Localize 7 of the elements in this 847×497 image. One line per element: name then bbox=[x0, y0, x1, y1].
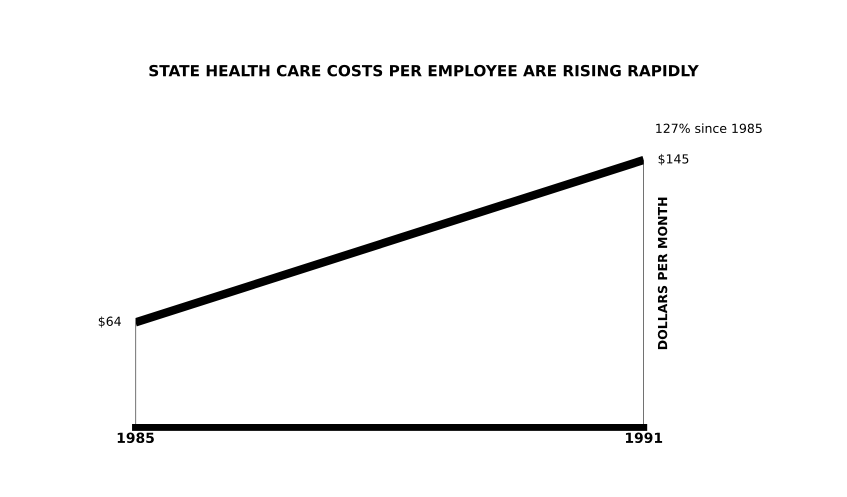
annotation: 127% since 1985 bbox=[656, 123, 762, 134]
data-label: $64 bbox=[98, 316, 121, 328]
chart-title: STATE HEALTH CARE COSTS PER EMPLOYEE ARE RISING RAPIDLY bbox=[149, 64, 699, 76]
data-label: $145 bbox=[658, 154, 688, 166]
x-tick-label: 1985 bbox=[118, 432, 154, 444]
y-axis-title: DOLLARS PER MONTH bbox=[658, 198, 668, 350]
x-tick-label: 1991 bbox=[626, 432, 662, 444]
